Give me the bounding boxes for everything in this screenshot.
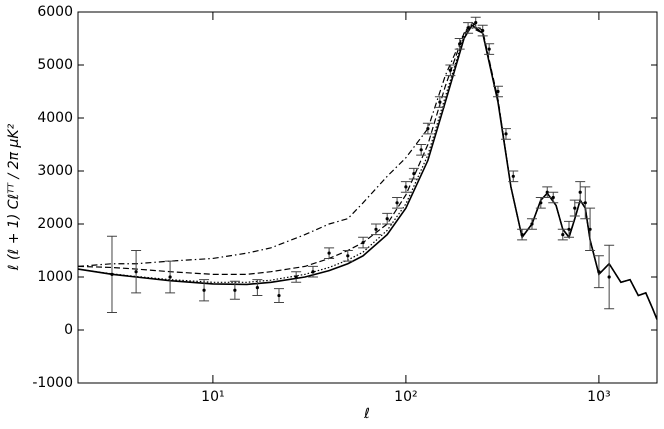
data-point <box>487 47 491 51</box>
data-point <box>110 272 114 276</box>
data-point <box>426 127 430 131</box>
data-point <box>448 68 452 72</box>
data-point <box>466 26 470 30</box>
series-line <box>77 22 658 320</box>
data-point <box>573 206 577 210</box>
y-tick-label: 2000 <box>37 216 73 232</box>
data-point <box>346 254 350 258</box>
data-point <box>597 270 601 274</box>
data-point <box>395 201 399 205</box>
plot-frame <box>77 11 658 384</box>
data-point <box>404 185 408 189</box>
x-tick-label: 10³ <box>587 389 610 405</box>
y-tick-label: -1000 <box>32 375 73 391</box>
series-line <box>77 24 658 320</box>
y-axis-label: ℓ (ℓ + 1) Cℓᵀᵀ / 2π μK² <box>6 123 22 271</box>
data-point <box>311 270 315 274</box>
y-tick-label: 4000 <box>37 110 73 126</box>
data-point <box>168 275 172 279</box>
x-tick-label: 10¹ <box>201 389 224 405</box>
data-point <box>419 148 423 152</box>
data-point <box>361 240 365 245</box>
data-point <box>255 286 259 290</box>
data-point <box>551 195 555 200</box>
data-point <box>583 201 587 205</box>
data-point <box>134 270 138 274</box>
data-point <box>412 172 416 176</box>
x-tick-label: 10² <box>394 389 417 405</box>
data-point <box>374 227 378 231</box>
data-point <box>277 293 281 298</box>
data-point <box>539 201 543 205</box>
data-point <box>202 288 206 292</box>
data-point <box>496 89 500 94</box>
data-point <box>578 190 582 194</box>
data-point <box>474 21 478 25</box>
series-line <box>77 27 658 320</box>
x-axis-label: ℓ <box>363 406 370 422</box>
data-point <box>561 233 565 237</box>
data-point <box>438 100 442 104</box>
data-point <box>567 227 571 231</box>
data-point <box>588 227 592 231</box>
data-point <box>481 28 485 33</box>
data-point <box>294 275 298 279</box>
data-point <box>504 132 508 136</box>
data-point <box>520 233 524 237</box>
data-point <box>545 190 549 194</box>
data-point <box>458 42 462 46</box>
data-point <box>233 288 237 292</box>
data-point <box>530 222 534 226</box>
y-tick-label: 5000 <box>37 57 73 73</box>
data-point <box>607 275 611 279</box>
data-point <box>327 251 331 255</box>
y-tick-label: 0 <box>64 322 73 338</box>
y-tick-label: 6000 <box>37 4 73 20</box>
series-line <box>77 21 658 320</box>
y-tick-label: 1000 <box>37 269 73 285</box>
data-point <box>385 217 389 221</box>
y-tick-label: 3000 <box>37 163 73 179</box>
data-point <box>511 174 515 178</box>
